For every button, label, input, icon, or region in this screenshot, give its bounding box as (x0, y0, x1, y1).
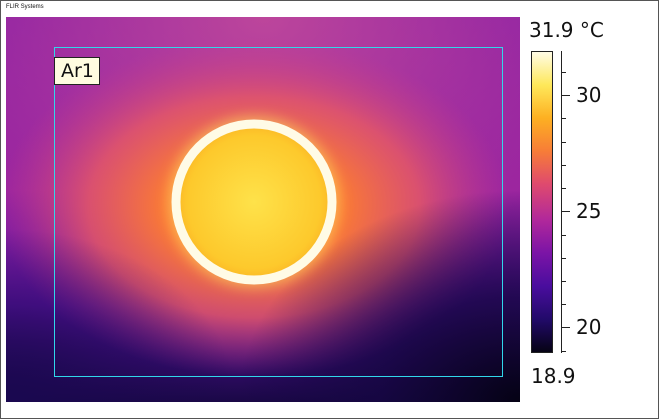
scale-minor-tick (561, 281, 566, 282)
scale-minor-tick (561, 304, 566, 305)
scale-max-label: 31.9 °C (529, 18, 604, 42)
scale-minor-tick (561, 235, 566, 236)
scale-minor-tick (561, 258, 566, 259)
scale-major-tick (561, 211, 570, 212)
scale-minor-tick (561, 72, 566, 73)
color-scale-bar (531, 51, 553, 353)
scale-tick-label: 20 (576, 315, 602, 339)
scale-tick-label: 30 (576, 83, 602, 107)
scale-minor-tick (561, 351, 566, 352)
scale-min-label: 18.9 (531, 364, 576, 388)
brand-text: FLIR Systems (6, 4, 44, 10)
roi-label: Ar1 (54, 57, 100, 85)
scale-major-tick (561, 95, 570, 96)
scale-minor-tick (561, 118, 566, 119)
scale-major-tick (561, 327, 570, 328)
roi-rectangle-ar1[interactable] (54, 47, 503, 377)
scale-axis (561, 51, 562, 353)
scale-tick-label: 25 (576, 199, 602, 223)
scale-minor-tick (561, 165, 566, 166)
thermal-image-svg (6, 17, 520, 402)
scale-minor-tick (561, 188, 566, 189)
scale-minor-tick (561, 142, 566, 143)
thermal-image (6, 17, 520, 402)
